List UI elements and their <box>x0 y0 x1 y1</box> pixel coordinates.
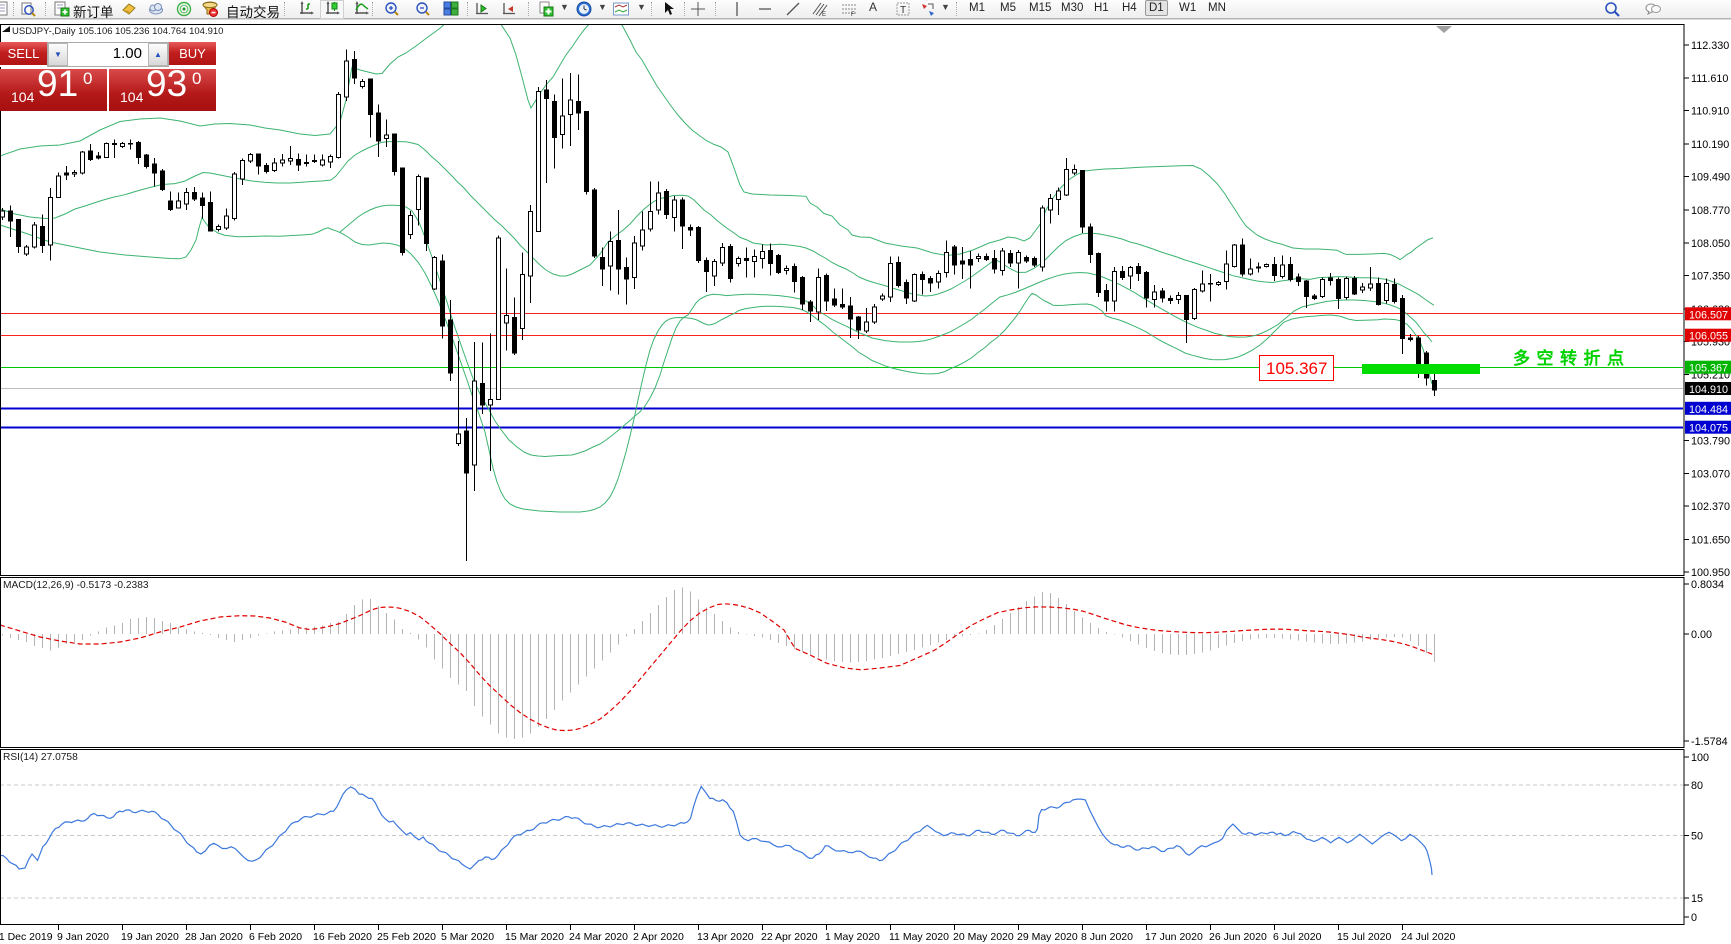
svg-text:0.8034: 0.8034 <box>1691 579 1724 591</box>
svg-text:100: 100 <box>1691 752 1709 764</box>
svg-text:110.910: 110.910 <box>1691 106 1729 118</box>
svg-text:8 Jun 2020: 8 Jun 2020 <box>1081 931 1133 943</box>
svg-text:50: 50 <box>1691 831 1703 843</box>
svg-text:104.075: 104.075 <box>1689 423 1728 435</box>
svg-text:11 May 2020: 11 May 2020 <box>889 931 949 943</box>
svg-text:16 Feb 2020: 16 Feb 2020 <box>313 931 372 943</box>
svg-text:13 Apr 2020: 13 Apr 2020 <box>697 931 754 943</box>
svg-text:5 Mar 2020: 5 Mar 2020 <box>441 931 494 943</box>
svg-text:1 May 2020: 1 May 2020 <box>825 931 880 943</box>
svg-text:24 Mar 2020: 24 Mar 2020 <box>569 931 628 943</box>
svg-text:RSI(14) 27.0758: RSI(14) 27.0758 <box>3 752 78 763</box>
svg-text:0.00: 0.00 <box>1691 629 1712 641</box>
svg-text:9 Jan 2020: 9 Jan 2020 <box>57 931 109 943</box>
svg-text:112.330: 112.330 <box>1691 40 1729 52</box>
svg-text:108.050: 108.050 <box>1691 238 1730 250</box>
svg-text:28 Jan 2020: 28 Jan 2020 <box>185 931 243 943</box>
svg-text:多空转折点: 多空转折点 <box>1513 348 1631 368</box>
svg-text:104.910: 104.910 <box>1689 384 1728 396</box>
svg-text:80: 80 <box>1691 780 1703 792</box>
svg-text:111.610: 111.610 <box>1691 73 1728 85</box>
svg-text:26 Jun 2020: 26 Jun 2020 <box>1209 931 1267 943</box>
svg-text:15 Jul 2020: 15 Jul 2020 <box>1337 931 1391 943</box>
svg-text:103.070: 103.070 <box>1691 469 1730 481</box>
svg-text:105.367: 105.367 <box>1689 363 1728 375</box>
svg-text:107.350: 107.350 <box>1691 271 1730 283</box>
svg-text:15: 15 <box>1691 893 1703 905</box>
svg-text:108.770: 108.770 <box>1691 205 1730 217</box>
svg-text:105.367: 105.367 <box>1266 359 1327 378</box>
svg-text:103.790: 103.790 <box>1691 435 1730 447</box>
svg-text:100.950: 100.950 <box>1691 567 1730 579</box>
svg-text:F: F <box>851 12 855 17</box>
svg-text:20 May 2020: 20 May 2020 <box>953 931 1014 943</box>
svg-text:6 Feb 2020: 6 Feb 2020 <box>249 931 302 943</box>
svg-text:2 Apr 2020: 2 Apr 2020 <box>633 931 684 943</box>
svg-text:0: 0 <box>1691 912 1697 924</box>
svg-text:109.490: 109.490 <box>1691 171 1730 183</box>
svg-text:29 May 2020: 29 May 2020 <box>1017 931 1078 943</box>
svg-text:25 Feb 2020: 25 Feb 2020 <box>377 931 436 943</box>
svg-text:106.507: 106.507 <box>1689 309 1728 321</box>
svg-text:106.055: 106.055 <box>1689 331 1728 343</box>
svg-text:104.484: 104.484 <box>1689 404 1728 416</box>
svg-text:102.370: 102.370 <box>1691 501 1730 513</box>
svg-text:22 Apr 2020: 22 Apr 2020 <box>761 931 818 943</box>
svg-text:-1.5784: -1.5784 <box>1691 736 1728 748</box>
svg-text:19 Jan 2020: 19 Jan 2020 <box>121 931 179 943</box>
svg-text:15 Mar 2020: 15 Mar 2020 <box>505 931 564 943</box>
svg-text:E: E <box>822 12 826 17</box>
svg-text:MACD(12,26,9) -0.5173 -0.2383: MACD(12,26,9) -0.5173 -0.2383 <box>3 580 149 591</box>
svg-text:31 Dec 2019: 31 Dec 2019 <box>0 931 53 943</box>
svg-text:T: T <box>900 5 906 16</box>
svg-text:110.190: 110.190 <box>1691 139 1729 151</box>
svg-text:101.650: 101.650 <box>1691 535 1730 547</box>
svg-text:17 Jun 2020: 17 Jun 2020 <box>1145 931 1203 943</box>
svg-text:6 Jul 2020: 6 Jul 2020 <box>1273 931 1322 943</box>
svg-text:24 Jul 2020: 24 Jul 2020 <box>1401 931 1455 943</box>
svg-text:USDJPY-,Daily 105.106 105.236: USDJPY-,Daily 105.106 105.236 104.764 10… <box>12 26 223 37</box>
